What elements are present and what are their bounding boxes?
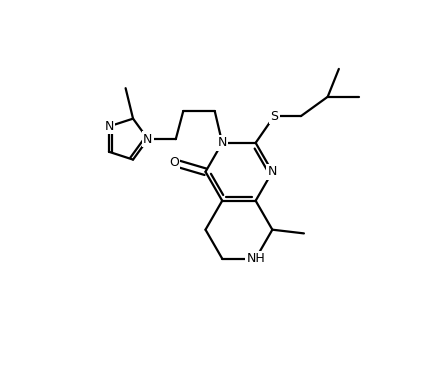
Text: N: N bbox=[268, 165, 277, 178]
Text: S: S bbox=[270, 110, 278, 123]
Text: N: N bbox=[104, 120, 114, 133]
Text: O: O bbox=[169, 156, 179, 169]
Text: NH: NH bbox=[246, 252, 265, 265]
Text: N: N bbox=[218, 136, 227, 149]
Text: N: N bbox=[143, 133, 153, 146]
